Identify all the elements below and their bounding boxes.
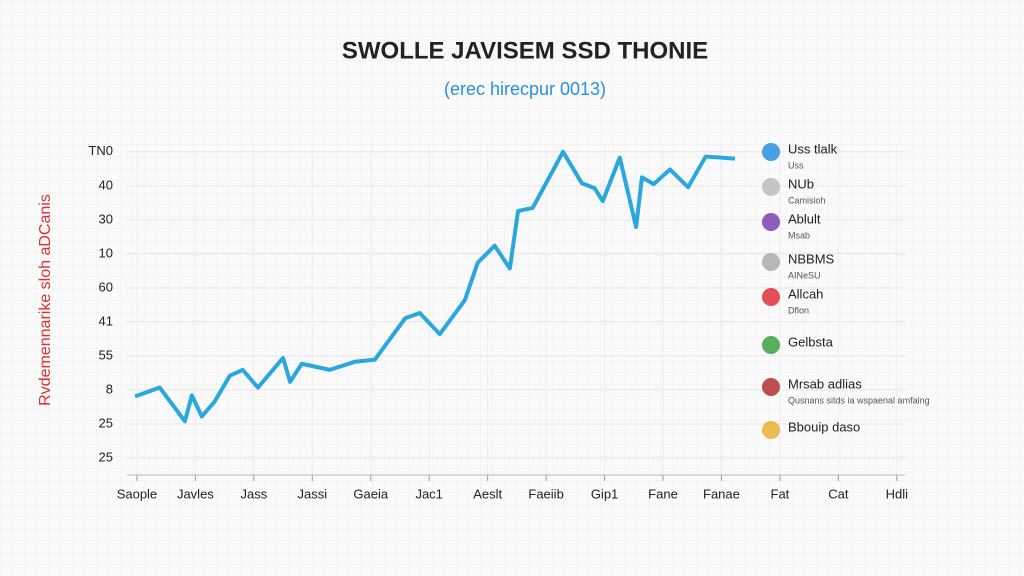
x-tick-label: Gaeia <box>353 486 388 501</box>
x-tick-label: Aeslt <box>473 486 502 501</box>
x-tick-label: Fane <box>648 486 678 501</box>
legend-sub: AINeSU <box>788 270 821 280</box>
legend-name: NUb <box>788 176 814 191</box>
chart-subtitle: (erec hirecpur 0013) <box>444 79 606 99</box>
y-tick-label: 30 <box>99 211 113 226</box>
legend-name: Bbouip daso <box>788 419 860 434</box>
x-tick-label: Javles <box>177 486 214 501</box>
y-tick-label: 41 <box>99 313 113 328</box>
y-tick-label: 55 <box>99 347 113 362</box>
legend-name: NBBMS <box>788 251 835 266</box>
legend-sub: Msab <box>788 230 810 240</box>
chart-title: SWOLLE JAVISEM SSD THONIE <box>342 37 708 64</box>
legend-sub: Uss <box>788 160 804 170</box>
legend-sub: Qusnans sitds ia wspaenal amfaing <box>788 395 930 405</box>
y-tick-label: 25 <box>99 415 113 430</box>
legend-icon <box>762 421 780 439</box>
legend-sub: Camisioh <box>788 195 826 205</box>
x-tick-label: Fat <box>771 486 790 501</box>
y-tick-label: TN0 <box>88 143 113 158</box>
y-axis-label: Rvdemennarike sloh aDCanis <box>37 194 54 406</box>
legend-name: Uss tlalk <box>788 141 838 156</box>
legend-icon <box>762 378 780 396</box>
legend-name: Gelbsta <box>788 334 834 349</box>
legend-icon <box>762 143 780 161</box>
legend-sub: Dflon <box>788 305 809 315</box>
x-tick-label: Jac1 <box>415 486 442 501</box>
legend-icon <box>762 288 780 306</box>
x-tick-label: Fanae <box>703 486 740 501</box>
x-tick-label: Gip1 <box>591 486 618 501</box>
x-tick-label: Hdli <box>886 486 909 501</box>
y-tick-label: 8 <box>106 381 113 396</box>
x-tick-label: Saople <box>117 486 157 501</box>
legend-icon <box>762 336 780 354</box>
y-tick-label: 25 <box>99 449 113 464</box>
line <box>134 149 736 424</box>
x-tick-label: Faeiib <box>528 486 563 501</box>
y-tick-label: 10 <box>99 245 113 260</box>
x-tick-label: Jass <box>240 486 267 501</box>
legend-icon <box>762 178 780 196</box>
y-tick-label: 60 <box>99 279 113 294</box>
legend-name: Allcah <box>788 286 823 301</box>
legend-name: Ablult <box>788 211 821 226</box>
x-tick-label: Cat <box>828 486 849 501</box>
y-tick-label: 40 <box>99 177 113 192</box>
legend-name: Mrsab adlias <box>788 376 862 391</box>
legend-icon <box>762 253 780 271</box>
legend-icon <box>762 213 780 231</box>
x-tick-label: Jassi <box>297 486 327 501</box>
